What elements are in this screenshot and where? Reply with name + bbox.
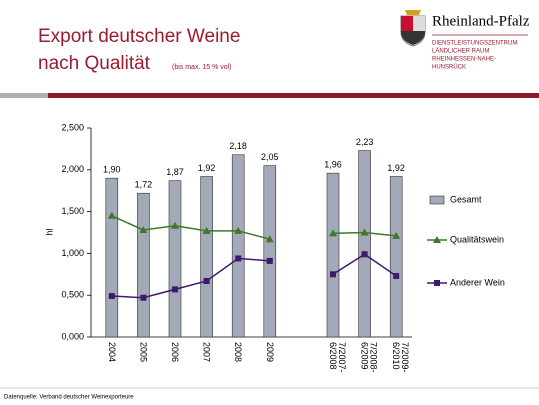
point [140, 294, 147, 301]
x-tick-label: 2005 [138, 342, 149, 363]
point [330, 271, 336, 278]
point [235, 255, 242, 262]
bar [200, 176, 213, 338]
bar [231, 154, 245, 338]
title-line: nach Qualität [38, 53, 151, 74]
legend-label: Gesamt [450, 194, 482, 204]
point [265, 235, 274, 243]
point [393, 272, 400, 279]
logo-line: RHEINHESSEN-NAHE- [432, 57, 496, 63]
point [203, 277, 210, 284]
legend-label: Anderer Wein [450, 277, 505, 287]
x-tick-label: 7/2008-6/2009 [359, 342, 379, 373]
logo-line: LÄNDLICHER RAUM [432, 48, 489, 55]
point [171, 221, 179, 229]
value-label: 1,96 [324, 160, 342, 170]
x-tick-label: 2009 [264, 342, 275, 363]
x-tick-label: 7/2009-6/2010 [391, 342, 411, 373]
value-label: 1,92 [198, 163, 216, 173]
y-tick-label: 1,500 [61, 206, 84, 216]
title-line: Export deutscher Weine [38, 26, 240, 47]
y-tick-label: 2,500 [61, 122, 84, 132]
bar [326, 172, 340, 338]
value-label: 1,90 [103, 165, 121, 175]
point [329, 229, 337, 237]
footer: Datenquelle: Verband deutscher Weinexpor… [4, 395, 134, 401]
point [172, 286, 178, 293]
point [360, 228, 369, 236]
value-label: 1,92 [387, 163, 405, 173]
legend-label: Qualitätswein [450, 234, 504, 244]
header-bar [0, 93, 48, 98]
legend-marker [434, 280, 440, 286]
point [139, 225, 148, 233]
logo-line: HUNSRÜCK [432, 64, 466, 71]
bar [389, 176, 403, 338]
title-note: (bis max. 15 % vol) [172, 64, 232, 71]
point [234, 226, 243, 234]
point [107, 211, 116, 219]
legend-marker [433, 236, 441, 243]
value-label: 1,87 [166, 167, 184, 177]
value-label: 2,23 [356, 137, 374, 147]
bar [168, 180, 182, 338]
point [361, 251, 368, 258]
line [111, 215, 270, 240]
bar [105, 177, 119, 338]
y-tick-label: 2,000 [61, 164, 84, 174]
logo-name: Rheinland-Pfalz [432, 13, 530, 29]
header-bar [48, 93, 539, 98]
x-tick-label: 7/2007-6/2008 [328, 342, 347, 373]
x-tick-label: 2008 [233, 342, 244, 363]
bar [137, 192, 150, 338]
bar [358, 150, 371, 338]
point [202, 226, 211, 234]
y-tick-label: 1,000 [61, 248, 84, 258]
y-tick-label: 0,000 [61, 331, 84, 341]
x-tick-label: 2006 [170, 342, 180, 363]
value-label: 2,18 [229, 141, 247, 151]
x-tick-label: 2004 [106, 342, 117, 363]
point [392, 231, 401, 239]
bar [263, 165, 277, 338]
point [108, 293, 115, 300]
legend-swatch [429, 195, 445, 205]
value-label: 1,72 [135, 180, 153, 190]
value-label: 2,05 [261, 152, 279, 162]
x-tick-label: 2007 [201, 342, 212, 363]
y-axis-label: hl [44, 228, 54, 235]
line [111, 257, 270, 299]
coat-of-arms [400, 10, 426, 47]
logo-line: DIENSTLEISTUNGSZENTRUM [432, 41, 517, 47]
point [266, 257, 273, 264]
y-tick-label: 0,500 [61, 290, 84, 300]
